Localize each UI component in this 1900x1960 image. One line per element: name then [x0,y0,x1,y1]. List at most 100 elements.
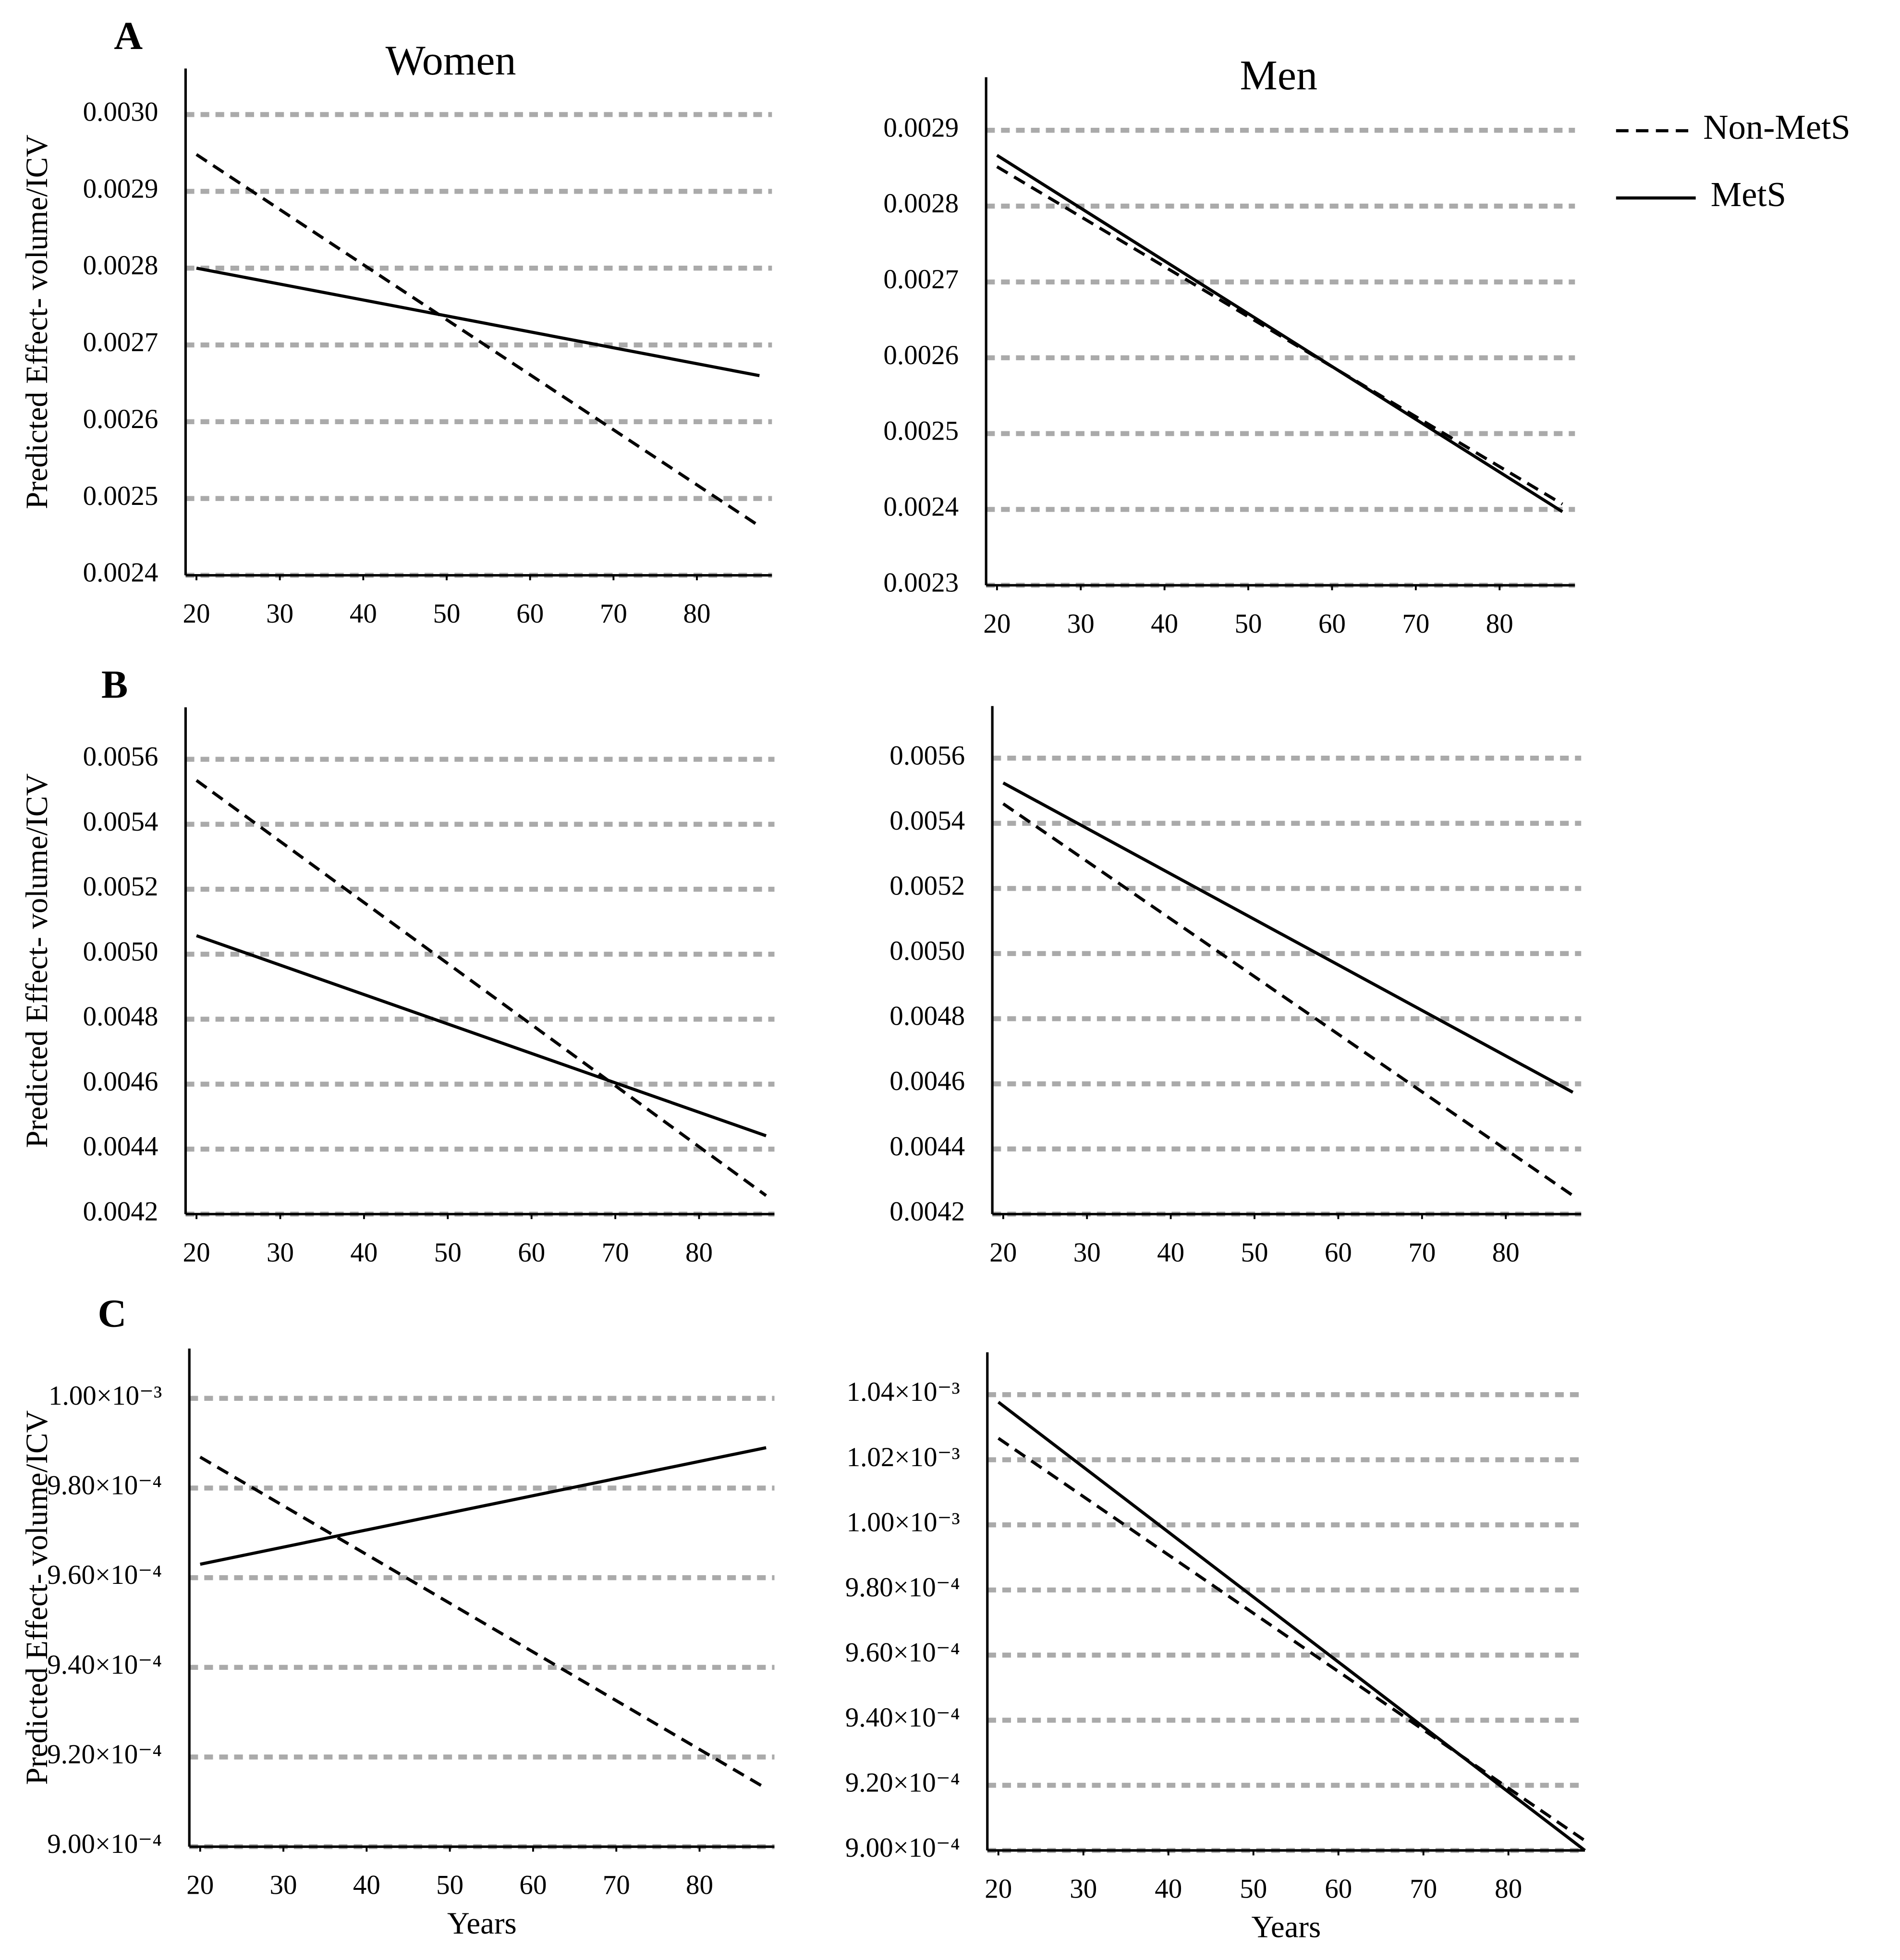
legend-label: MetS [1711,175,1786,214]
y-tick-label: 0.0027 [883,264,959,294]
y-tick-label: 0.0028 [883,188,959,219]
x-tick-label: 20 [183,1237,210,1268]
x-tick-label: 40 [1151,609,1178,639]
y-tick-label: 0.0056 [83,742,158,772]
series-line [997,1401,1586,1852]
series-line [996,154,1563,513]
y-tick-label: 0.0029 [883,112,959,143]
x-tick-label: 20 [183,599,210,629]
chart-title: Women [386,37,516,84]
x-tick-label: 30 [266,599,293,629]
panel-label: B [101,662,128,706]
y-tick-label: 0.0044 [83,1131,158,1162]
y-tick-label: 9.80×10⁻⁴ [47,1470,162,1501]
x-tick-label: 40 [1157,1237,1184,1268]
x-tick-label: 40 [350,1237,378,1268]
x-tick-label: 70 [600,599,627,629]
y-tick-label: 0.0042 [889,1196,965,1226]
x-tick-label: 30 [1070,1874,1097,1904]
x-tick-label: 50 [1240,1874,1267,1904]
y-tick-label: 9.60×10⁻⁴ [845,1637,960,1667]
y-tick-label: 9.60×10⁻⁴ [47,1560,162,1590]
x-tick-label: 60 [516,599,544,629]
y-tick-label: 0.0048 [83,1002,158,1032]
y-tick-label: 0.0029 [83,173,158,204]
x-tick-label: 80 [685,1237,713,1268]
y-axis-label: Predicted Effect- volume/ICV [20,135,54,509]
y-tick-label: 1.00×10⁻³ [49,1381,162,1411]
y-tick-label: 0.0054 [889,806,965,836]
x-tick-label: 80 [683,599,711,629]
y-tick-label: 0.0027 [83,327,158,357]
y-tick-label: 0.0052 [83,871,158,902]
series-line [997,1437,1586,1842]
x-tick-label: 20 [985,1874,1012,1904]
x-tick-label: 50 [433,599,461,629]
x-tick-label: 60 [519,1870,547,1900]
x-tick-label: 80 [1492,1237,1520,1268]
x-tick-label: 20 [989,1237,1017,1268]
y-tick-label: 9.40×10⁻⁴ [845,1703,960,1733]
y-tick-label: 0.0048 [889,1001,965,1031]
x-axis-label: Years [447,1906,517,1941]
series-line [1002,802,1574,1197]
y-tick-label: 9.00×10⁻⁴ [845,1833,960,1863]
x-tick-label: 60 [518,1237,545,1268]
y-tick-label: 0.0023 [883,567,959,598]
x-tick-label: 70 [1410,1874,1437,1904]
series-line [200,1446,767,1566]
y-tick-label: 9.40×10⁻⁴ [47,1650,162,1680]
y-tick-label: 0.0024 [83,558,158,588]
y-tick-label: 0.0054 [83,807,158,837]
y-tick-label: 9.20×10⁻⁴ [47,1740,162,1770]
y-tick-label: 0.0025 [883,416,959,446]
series-line [195,153,761,527]
y-tick-label: 0.0050 [889,936,965,966]
y-tick-label: 0.0046 [889,1066,965,1096]
x-tick-label: 50 [436,1870,463,1900]
x-tick-label: 70 [1402,609,1429,639]
series-line [996,165,1563,506]
y-tick-label: 9.80×10⁻⁴ [845,1572,960,1603]
x-tick-label: 30 [1067,609,1095,639]
y-tick-label: 0.0042 [83,1196,158,1226]
y-tick-label: 0.0046 [83,1066,158,1097]
y-tick-label: 0.0026 [83,404,158,434]
series-line [195,779,767,1197]
series-line [196,934,767,1138]
y-tick-label: 0.0028 [83,250,158,281]
y-tick-label: 0.0025 [83,481,158,511]
chart-title: Men [1240,52,1318,99]
y-tick-label: 9.00×10⁻⁴ [47,1829,162,1859]
x-tick-label: 70 [1408,1237,1436,1268]
x-tick-label: 30 [1073,1237,1101,1268]
x-tick-label: 30 [267,1237,294,1268]
y-axis-label: Predicted Effect- volume/ICV [20,1410,54,1785]
x-tick-label: 80 [1486,609,1513,639]
x-tick-label: 80 [1495,1874,1522,1904]
y-tick-label: 0.0044 [889,1131,965,1162]
x-tick-label: 50 [1235,609,1262,639]
series-line [199,1456,767,1790]
y-tick-label: 0.0052 [889,870,965,901]
y-tick-label: 0.0026 [883,340,959,370]
y-tick-label: 1.04×10⁻³ [847,1377,960,1407]
y-tick-label: 0.0030 [83,97,158,127]
x-tick-label: 60 [1318,609,1346,639]
x-tick-label: 30 [270,1870,297,1900]
x-tick-label: 60 [1325,1237,1352,1268]
y-tick-label: 9.20×10⁻⁴ [845,1767,960,1798]
legend-label: Non-MetS [1703,108,1850,147]
series-line [1002,781,1574,1094]
y-axis-label: Predicted Effect- volume/ICV [20,773,54,1148]
y-tick-label: 1.02×10⁻³ [847,1442,960,1472]
y-tick-label: 0.0024 [883,492,959,522]
x-tick-label: 70 [602,1237,629,1268]
x-tick-label: 40 [1155,1874,1182,1904]
panel-label: A [114,13,143,58]
x-tick-label: 40 [353,1870,380,1900]
x-tick-label: 20 [186,1870,214,1900]
y-tick-label: 0.0050 [83,936,158,967]
